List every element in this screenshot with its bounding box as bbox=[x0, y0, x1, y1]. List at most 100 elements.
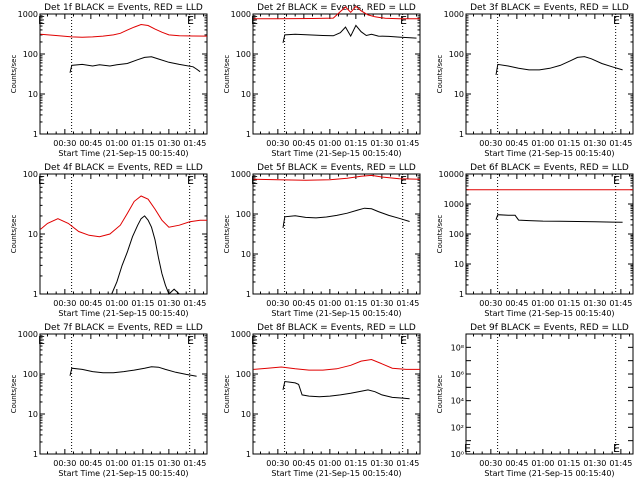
y-tick-label: 100 bbox=[236, 50, 251, 59]
x-tick-label: 01:30 bbox=[583, 459, 606, 468]
x-tick-label: 00:45 bbox=[79, 139, 102, 148]
x-tick-label: 01:45 bbox=[396, 139, 419, 148]
y-tick-label: 10 bbox=[241, 90, 251, 99]
y-tick-label: 1000 bbox=[444, 10, 464, 19]
e-marker: E bbox=[613, 174, 620, 187]
e-marker: E bbox=[613, 14, 620, 27]
x-tick-label: 00:45 bbox=[292, 299, 315, 308]
panel-4: Det 4f BLACK = Events, RED = LLD 1 10 100 00… bbox=[10, 163, 208, 318]
panel-7: Det 7f BLACK = Events, RED = LLD 1 10 100 10… bbox=[10, 323, 208, 478]
e-marker: E bbox=[38, 174, 45, 187]
x-tick-label: 00:30 bbox=[53, 139, 76, 148]
x-tick-label: 01:45 bbox=[183, 459, 206, 468]
x-tick-label: 01:15 bbox=[131, 299, 154, 308]
y-tick-label: 1000 bbox=[231, 10, 251, 19]
y-tick-label: 10 bbox=[28, 410, 38, 419]
plot-frame bbox=[252, 333, 421, 455]
events-series-line bbox=[282, 207, 410, 228]
y-tick-label: 100 bbox=[23, 370, 38, 379]
plot-frame bbox=[39, 173, 208, 295]
lld-series-line bbox=[253, 358, 420, 371]
x-tick-label: 01:15 bbox=[557, 459, 580, 468]
x-axis-label: Start Time (21-Sep-15 00:15:40) bbox=[271, 149, 401, 158]
x-tick-label: 01:45 bbox=[396, 459, 419, 468]
y-tick-label: 10⁸ bbox=[451, 343, 464, 352]
x-tick-label: 00:45 bbox=[505, 299, 528, 308]
y-axis-label: Counts/sec bbox=[436, 55, 444, 94]
x-tick-label: 01:15 bbox=[131, 139, 154, 148]
events-series-line bbox=[282, 380, 410, 400]
y-tick-label: 100 bbox=[449, 230, 464, 239]
e-marker: E bbox=[400, 334, 407, 347]
x-tick-label: 01:15 bbox=[557, 299, 580, 308]
y-tick-label: 10⁶ bbox=[451, 370, 464, 379]
y-tick-label: 10000 bbox=[439, 170, 464, 179]
events-series-line bbox=[495, 56, 623, 75]
x-axis-label: Start Time (21-Sep-15 00:15:40) bbox=[58, 469, 188, 478]
e-marker: E bbox=[251, 174, 258, 187]
x-tick-label: 01:00 bbox=[318, 139, 341, 148]
lld-series-line bbox=[253, 174, 421, 181]
events-series-line bbox=[69, 56, 201, 73]
x-tick-label: 01:30 bbox=[583, 139, 606, 148]
y-tick-label: 10 bbox=[454, 260, 464, 269]
y-tick-label: 10⁴ bbox=[451, 397, 464, 406]
panel-title: Det 9f BLACK = Events, RED = LLD bbox=[470, 323, 629, 333]
y-tick-label: 1 bbox=[33, 450, 38, 459]
events-series-line bbox=[69, 366, 197, 377]
y-axis-label: Counts/sec bbox=[10, 375, 18, 414]
events-series-line bbox=[495, 214, 623, 223]
lld-series-line bbox=[40, 23, 208, 38]
x-tick-label: 01:45 bbox=[609, 139, 632, 148]
x-tick-label: 00:45 bbox=[292, 459, 315, 468]
x-tick-label: 01:00 bbox=[318, 459, 341, 468]
x-tick-label: 01:00 bbox=[105, 299, 128, 308]
panel-title: Det 5f BLACK = Events, RED = LLD bbox=[257, 163, 416, 173]
x-tick-label: 01:45 bbox=[396, 299, 419, 308]
e-marker: E bbox=[187, 14, 194, 27]
y-tick-label: 1 bbox=[33, 290, 38, 299]
panel-1: Det 1f BLACK = Events, RED = LLD 1 10 100 10… bbox=[10, 3, 208, 158]
y-tick-label: 10⁰ bbox=[451, 450, 464, 459]
x-tick-label: 01:00 bbox=[318, 299, 341, 308]
y-axis-label: Counts/sec bbox=[223, 215, 231, 254]
lld-series-line bbox=[253, 5, 420, 20]
y-tick-label: 1000 bbox=[231, 330, 251, 339]
y-tick-label: 1000 bbox=[18, 10, 38, 19]
panel-title: Det 8f BLACK = Events, RED = LLD bbox=[257, 323, 416, 333]
y-tick-label: 10 bbox=[28, 90, 38, 99]
x-tick-label: 01:30 bbox=[583, 299, 606, 308]
y-tick-label: 1000 bbox=[444, 200, 464, 209]
x-tick-label: 01:45 bbox=[609, 459, 632, 468]
panel-title: Det 4f BLACK = Events, RED = LLD bbox=[44, 163, 203, 173]
x-tick-label: 00:30 bbox=[266, 139, 289, 148]
x-tick-label: 01:15 bbox=[344, 459, 367, 468]
y-axis-label: Counts/sec bbox=[10, 55, 18, 94]
y-tick-label: 1 bbox=[33, 130, 38, 139]
y-tick-label: 100 bbox=[236, 210, 251, 219]
x-tick-label: 00:45 bbox=[292, 139, 315, 148]
x-axis-label: Start Time (21-Sep-15 00:15:40) bbox=[58, 149, 188, 158]
y-tick-label: 10 bbox=[454, 90, 464, 99]
y-tick-label: 1 bbox=[246, 450, 251, 459]
plot-frame bbox=[465, 13, 634, 135]
panel-9: Det 9f BLACK = Events, RED = LLD 10⁰ 10² 10… bbox=[436, 323, 634, 478]
panel-2: Det 2f BLACK = Events, RED = LLD 1 10 100 10… bbox=[223, 3, 421, 158]
y-tick-label: 1 bbox=[459, 290, 464, 299]
y-axis-label: Counts/sec bbox=[436, 215, 444, 254]
x-tick-label: 00:45 bbox=[79, 459, 102, 468]
x-axis-label: Start Time (21-Sep-15 00:15:40) bbox=[271, 469, 401, 478]
x-tick-label: 01:30 bbox=[370, 139, 393, 148]
x-tick-label: 01:30 bbox=[157, 139, 180, 148]
x-axis-label: Start Time (21-Sep-15 00:15:40) bbox=[484, 469, 614, 478]
panel-3: Det 3f BLACK = Events, RED = LLD 1 10 100 10… bbox=[436, 3, 634, 158]
panel-title: Det 1f BLACK = Events, RED = LLD bbox=[44, 3, 203, 13]
e-marker: E bbox=[38, 334, 45, 347]
y-tick-label: 10 bbox=[241, 410, 251, 419]
y-axis-label: Counts/sec bbox=[223, 375, 231, 414]
x-tick-label: 01:45 bbox=[183, 299, 206, 308]
y-axis-label: Counts/sec bbox=[10, 215, 18, 254]
x-axis-label: Start Time (21-Sep-15 00:15:40) bbox=[484, 309, 614, 318]
x-tick-label: 01:30 bbox=[370, 299, 393, 308]
